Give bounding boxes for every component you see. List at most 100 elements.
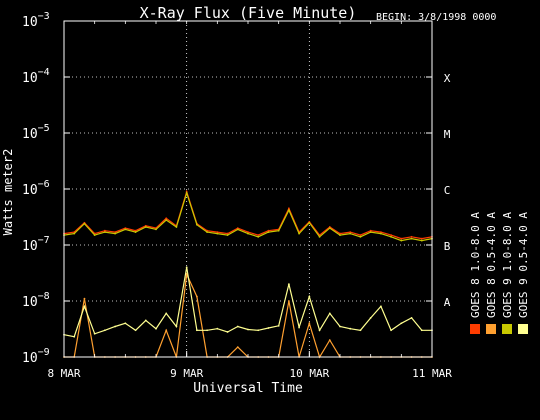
data-point	[349, 232, 352, 235]
chart-title: X-Ray Flux (Five Minute)	[140, 4, 357, 22]
data-point	[103, 231, 106, 233]
data-point	[124, 227, 127, 230]
data-point	[410, 316, 413, 319]
x-tick-label: 8 MAR	[47, 367, 80, 380]
data-point	[165, 329, 168, 332]
data-point	[93, 332, 96, 335]
data-point	[318, 235, 321, 238]
data-point	[195, 329, 198, 332]
data-point	[103, 229, 106, 232]
legend-swatch	[518, 324, 528, 334]
data-point	[185, 273, 188, 276]
data-point	[236, 228, 239, 231]
data-point	[277, 324, 280, 327]
flare-class-label: A	[444, 296, 451, 309]
data-point	[185, 266, 188, 269]
data-point	[379, 231, 382, 233]
data-point	[114, 232, 117, 235]
data-point	[216, 327, 219, 330]
legend-label: GOES 9 1.0-8.0 A	[501, 212, 514, 318]
data-point	[226, 234, 229, 237]
series-line-3	[63, 267, 432, 338]
data-point	[328, 312, 331, 315]
data-point	[308, 295, 311, 298]
data-point	[134, 231, 137, 233]
data-point	[359, 234, 362, 237]
data-point	[83, 297, 86, 300]
data-point	[165, 217, 168, 220]
data-point	[379, 232, 382, 235]
data-point	[124, 228, 127, 231]
data-point	[216, 231, 219, 233]
y-tick-label: 10−6	[22, 179, 50, 198]
data-point	[369, 231, 372, 233]
legend: GOES 8 1.0-8.0 A GOES 8 0.5-4.0 A GOES 9 1…	[469, 212, 530, 334]
data-point	[400, 237, 403, 240]
data-point	[339, 234, 341, 237]
data-point	[359, 235, 362, 238]
data-point	[195, 295, 198, 298]
data-point	[369, 316, 372, 319]
data-point	[144, 319, 147, 322]
y-tick-label: 10−9	[22, 347, 50, 366]
data-point	[165, 219, 168, 221]
axes: X M C B A 8 MAR 9 MAR 10 MAR 11 MAR 10−3 10−4 10−5 1…	[22, 11, 452, 380]
data-point	[93, 234, 96, 237]
data-point	[195, 223, 198, 226]
data-point	[257, 329, 260, 332]
y-tick-label: 10−7	[22, 235, 50, 254]
data-point	[390, 234, 393, 237]
flare-class-label: C	[444, 184, 451, 197]
data-point	[349, 231, 352, 233]
data-point	[287, 300, 290, 302]
data-point	[400, 322, 403, 325]
data-point	[73, 335, 76, 338]
data-point	[410, 235, 413, 238]
x-tick-label: 11 MAR	[412, 367, 452, 380]
data-point	[155, 228, 157, 231]
data-point	[267, 327, 270, 329]
y-tick-label: 10−3	[22, 11, 50, 30]
data-point	[216, 232, 219, 235]
data-point	[175, 325, 178, 328]
data-point	[328, 339, 331, 342]
data-point	[114, 325, 117, 328]
data-point	[267, 231, 270, 233]
data-point	[155, 327, 157, 330]
data-point	[175, 226, 178, 228]
data-point	[124, 322, 127, 325]
data-point	[287, 207, 290, 210]
y-tick-label: 10−5	[22, 123, 50, 142]
data-point	[277, 229, 280, 232]
data-point	[359, 329, 362, 332]
data-point	[369, 229, 372, 232]
x-tick-label: 10 MAR	[289, 367, 329, 380]
legend-label: GOES 8 0.5-4.0 A	[485, 212, 498, 318]
x-axis-label: Universal Time	[193, 381, 303, 396]
data-point	[318, 329, 321, 332]
data-point	[308, 221, 311, 224]
data-point	[257, 234, 260, 237]
data-point	[226, 232, 229, 235]
legend-swatch	[470, 324, 480, 334]
y-tick-label: 10−4	[22, 67, 50, 86]
grid-lines	[64, 21, 432, 357]
series-line-1	[64, 272, 432, 359]
data-point	[247, 231, 249, 233]
data-point	[144, 226, 147, 228]
data-point	[134, 229, 137, 232]
data-point	[247, 232, 249, 235]
data-point	[134, 329, 137, 332]
data-point	[328, 227, 331, 230]
data-point	[339, 325, 341, 328]
legend-swatch	[486, 324, 496, 334]
data-point	[420, 239, 423, 242]
data-point	[420, 237, 423, 240]
data-point	[410, 237, 413, 240]
data-point	[420, 329, 423, 332]
data-point	[206, 329, 209, 332]
data-point	[73, 232, 76, 235]
data-point	[206, 231, 209, 233]
data-point	[390, 329, 393, 332]
legend-label: GOES 8 1.0-8.0 A	[469, 212, 482, 318]
